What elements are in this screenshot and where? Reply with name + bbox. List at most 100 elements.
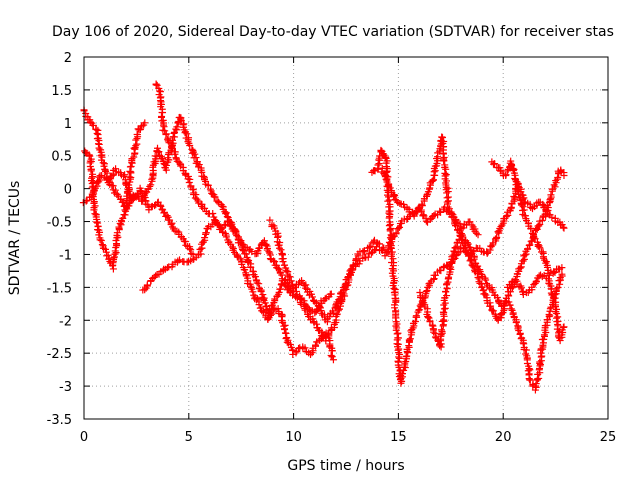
data-point xyxy=(411,317,419,325)
data-point xyxy=(547,191,555,199)
data-point xyxy=(163,212,171,220)
data-point xyxy=(148,175,156,183)
data-point xyxy=(532,380,540,388)
data-point xyxy=(200,173,208,181)
data-point xyxy=(512,177,520,185)
data-point xyxy=(526,366,534,374)
y-axis-title: SDTVAR / TECUs xyxy=(7,181,23,296)
data-point xyxy=(457,230,465,238)
data-point xyxy=(535,222,543,230)
data-point xyxy=(365,244,373,252)
data-point xyxy=(270,257,278,265)
data-point xyxy=(394,334,402,342)
data-point xyxy=(347,266,355,274)
data-point xyxy=(392,229,400,237)
data-point xyxy=(514,186,522,194)
y-tick-label: -3.5 xyxy=(47,413,72,428)
data-point xyxy=(398,377,406,385)
data-point xyxy=(301,344,309,352)
data-point xyxy=(554,284,562,292)
data-point xyxy=(502,171,510,179)
data-point xyxy=(173,123,181,131)
data-point xyxy=(206,185,214,193)
data-point xyxy=(253,295,261,303)
data-point xyxy=(440,157,448,165)
data-point xyxy=(253,279,261,287)
data-point xyxy=(237,239,245,247)
data-point xyxy=(141,119,149,127)
data-point xyxy=(428,321,436,329)
data-point xyxy=(292,349,300,357)
data-point xyxy=(183,130,191,138)
data-point xyxy=(514,325,522,333)
y-tick-label: 1.5 xyxy=(51,84,72,99)
data-point xyxy=(520,206,528,214)
data-point xyxy=(459,224,467,232)
data-point xyxy=(134,193,142,201)
data-point xyxy=(548,213,556,221)
data-point xyxy=(99,159,107,167)
data-point xyxy=(391,192,399,200)
data-point xyxy=(538,216,546,224)
data-point xyxy=(160,123,168,131)
data-point xyxy=(530,233,538,241)
data-point xyxy=(141,286,149,294)
series-track-5 xyxy=(152,80,388,345)
data-point xyxy=(410,212,418,220)
data-point xyxy=(136,126,144,134)
data-point xyxy=(201,234,209,242)
data-point xyxy=(95,231,103,239)
data-point xyxy=(162,161,170,169)
data-point xyxy=(88,173,96,181)
data-point xyxy=(202,229,210,237)
data-point xyxy=(221,229,229,237)
data-point xyxy=(516,330,524,338)
y-tick-label: 2 xyxy=(64,51,72,66)
x-tick-label: 25 xyxy=(600,430,617,445)
data-point xyxy=(279,258,287,266)
data-point xyxy=(109,265,117,273)
data-point xyxy=(474,231,482,239)
data-point xyxy=(154,144,162,152)
data-point xyxy=(474,274,482,281)
data-point xyxy=(489,307,497,315)
data-point xyxy=(112,165,120,173)
data-point xyxy=(527,225,535,233)
data-point xyxy=(512,319,520,327)
data-point xyxy=(86,152,94,160)
y-tick-label: -2 xyxy=(59,314,72,329)
data-point xyxy=(123,188,131,196)
data-point xyxy=(385,183,393,191)
data-point xyxy=(532,277,540,285)
data-point xyxy=(416,288,424,296)
data-point xyxy=(127,163,135,171)
data-point xyxy=(412,312,420,320)
series-track-6 xyxy=(266,203,482,326)
data-point xyxy=(159,154,167,162)
data-point xyxy=(332,301,340,309)
data-point xyxy=(341,280,349,288)
data-point xyxy=(89,121,97,129)
data-point xyxy=(185,178,193,186)
data-point xyxy=(554,173,562,181)
data-point xyxy=(422,217,430,225)
data-point xyxy=(386,234,394,242)
data-point xyxy=(424,283,432,291)
plot-frame xyxy=(83,56,609,420)
data-point xyxy=(472,229,480,237)
data-point xyxy=(143,281,151,289)
data-point xyxy=(265,248,273,256)
data-point xyxy=(153,81,161,89)
data-point xyxy=(396,199,404,207)
data-point xyxy=(397,374,405,382)
data-point xyxy=(171,150,179,158)
data-point xyxy=(90,206,98,214)
data-point xyxy=(325,330,333,338)
x-tick-label: 5 xyxy=(185,430,193,445)
data-point xyxy=(379,150,387,158)
data-point xyxy=(391,304,399,312)
data-point xyxy=(545,310,553,318)
data-point xyxy=(87,167,95,175)
data-point xyxy=(430,328,438,336)
data-point xyxy=(312,342,320,350)
